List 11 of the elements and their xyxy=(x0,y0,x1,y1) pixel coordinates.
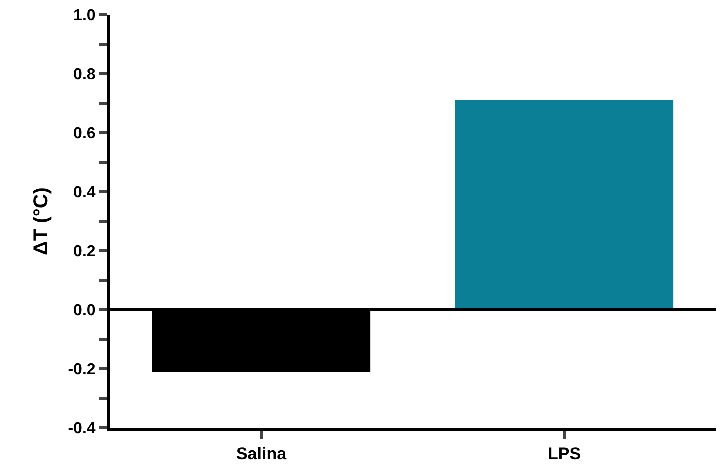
y-tick-label: 0.4 xyxy=(74,184,96,202)
y-tick-label: 0.0 xyxy=(74,302,96,320)
y-tick-label: -0.4 xyxy=(68,420,96,438)
y-tick-label: 0.6 xyxy=(74,126,96,143)
y-tick-label: 0.8 xyxy=(74,66,96,84)
x-tick-label: LPS xyxy=(548,444,582,464)
y-tick-label: 1.0 xyxy=(74,8,96,25)
y-axis-title: ΔT (°C) xyxy=(30,188,53,256)
x-tick-label: Salina xyxy=(236,444,288,464)
y-tick-label: -0.2 xyxy=(68,362,96,379)
y-tick-label: 0.2 xyxy=(74,244,96,261)
